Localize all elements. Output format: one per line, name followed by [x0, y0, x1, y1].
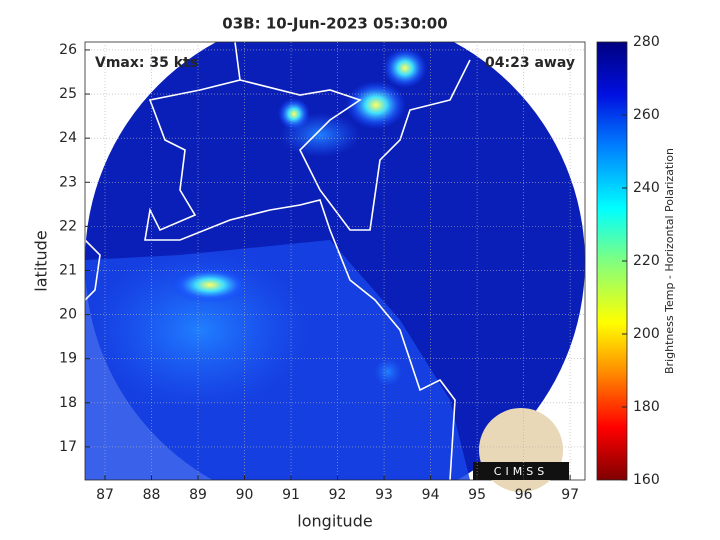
- x-tick-label: 90: [236, 487, 254, 503]
- annotation: 04:23 away: [485, 55, 575, 71]
- colorbar-tick-label: 200: [633, 326, 660, 342]
- x-tick-label: 89: [189, 487, 207, 503]
- cloud: [374, 358, 402, 386]
- logo-band: [473, 462, 569, 480]
- y-tick-label: 25: [59, 86, 77, 102]
- colorbar-tick-label: 180: [633, 399, 660, 415]
- x-tick-label: 91: [282, 487, 300, 503]
- border: [239, 59, 471, 231]
- x-axis-label: longitude: [297, 512, 372, 531]
- x-tick-label: 88: [143, 487, 161, 503]
- y-tick-label: 20: [59, 307, 77, 323]
- y-tick-label: 23: [59, 174, 77, 190]
- cloud: [346, 81, 406, 129]
- swath: [85, 42, 585, 480]
- colorbar-tick-label: 260: [633, 107, 660, 123]
- y-tick-label: 26: [59, 42, 77, 58]
- chart-title: 03B: 10-Jun-2023 05:30:00: [222, 15, 447, 33]
- colorbar-tick-label: 280: [633, 34, 660, 50]
- x-tick-label: 92: [329, 487, 347, 503]
- cloud: [170, 267, 250, 303]
- y-tick-label: 17: [59, 439, 77, 455]
- cloud: [280, 113, 360, 157]
- coastline: [144, 42, 456, 480]
- x-tick-label: 95: [468, 487, 486, 503]
- colorbar-label: Brightness Temp - Horizontal Polarizatio…: [663, 148, 676, 374]
- annotation: Vmax: 35 kts: [95, 55, 198, 71]
- coastline: [85, 239, 101, 301]
- x-tick-label: 87: [96, 487, 114, 503]
- logo-text: CIMSS: [494, 465, 548, 478]
- colorbar-tick-label: 240: [633, 180, 660, 196]
- x-tick-label: 94: [422, 487, 440, 503]
- plot-frame: [84, 41, 586, 481]
- y-axis-label: latitude: [32, 230, 51, 291]
- cloud: [90, 250, 310, 410]
- y-tick-label: 18: [59, 395, 77, 411]
- logo: CIMSS: [473, 408, 569, 492]
- y-tick-label: 19: [59, 351, 77, 367]
- y-tick-label: 24: [59, 130, 77, 146]
- x-tick-label: 97: [561, 487, 579, 503]
- x-tick-label: 93: [375, 487, 393, 503]
- colorbar-tick-label: 160: [633, 472, 660, 488]
- y-tick-label: 21: [59, 262, 77, 278]
- colorbar-tick-label: 220: [633, 253, 660, 269]
- y-tick-label: 22: [59, 218, 77, 234]
- cloud: [383, 48, 427, 88]
- x-tick-label: 96: [515, 487, 533, 503]
